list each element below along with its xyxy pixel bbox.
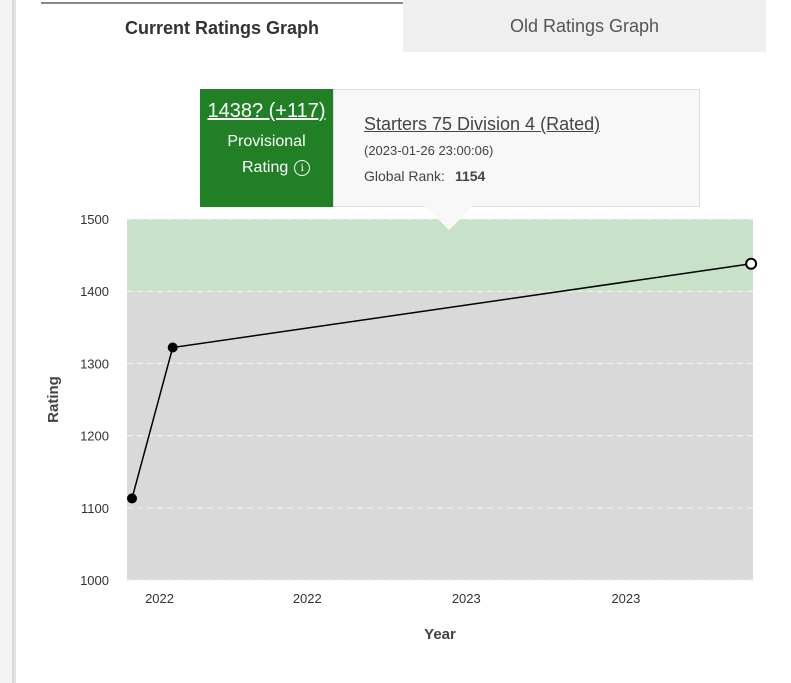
y-tick-label: 1400 — [80, 284, 109, 299]
x-axis-title: Year — [424, 626, 456, 643]
x-tick-label: 2023 — [611, 591, 640, 606]
y-tick-label: 1200 — [80, 429, 109, 444]
tab-old-ratings-graph[interactable]: Old Ratings Graph — [403, 0, 766, 52]
tooltip-rank-value: 1154 — [454, 168, 486, 184]
tooltip-contest-panel: Starters 75 Division 4 (Rated) (2023-01-… — [333, 89, 700, 207]
x-tick-label: 2022 — [145, 591, 174, 606]
y-tick-label: 1000 — [80, 573, 109, 588]
page-left-border — [0, 0, 16, 683]
y-tick-label: 1100 — [81, 501, 109, 516]
tooltip-rating-label-row: Rating i — [242, 159, 311, 177]
graph-tabs: Current Ratings Graph Old Ratings Graph — [41, 0, 766, 52]
rating-point — [167, 342, 178, 353]
tooltip-rating-label: Rating — [242, 159, 289, 176]
tab-current-ratings-graph[interactable]: Current Ratings Graph — [41, 2, 403, 52]
info-icon[interactable]: i — [294, 160, 311, 176]
y-tick-label: 1500 — [80, 212, 109, 227]
tooltip-pointer-arrow — [425, 206, 473, 230]
contest-tooltip: 1438? (+117) Provisional Rating i Starte… — [200, 89, 700, 230]
tooltip-rating-panel: 1438? (+117) Provisional Rating i — [200, 89, 333, 207]
x-tick-label: 2023 — [452, 591, 481, 606]
tooltip-contest-link[interactable]: Starters 75 Division 4 (Rated) — [364, 114, 601, 134]
tooltip-global-rank: Global Rank: 1154 — [364, 168, 485, 184]
tooltip-rank-label: Global Rank: — [364, 168, 445, 184]
tooltip-provisional-label: Provisional — [227, 133, 306, 150]
rating-point — [127, 493, 138, 504]
x-tick-label: 2022 — [293, 591, 322, 606]
y-axis-title: Rating — [45, 376, 62, 423]
rating-point — [745, 257, 758, 270]
tooltip-rating-link[interactable]: 1438? (+117) — [207, 100, 326, 122]
y-tick-label: 1300 — [80, 356, 109, 371]
tooltip-contest-datetime: (2023-01-26 23:00:06) — [364, 143, 494, 158]
